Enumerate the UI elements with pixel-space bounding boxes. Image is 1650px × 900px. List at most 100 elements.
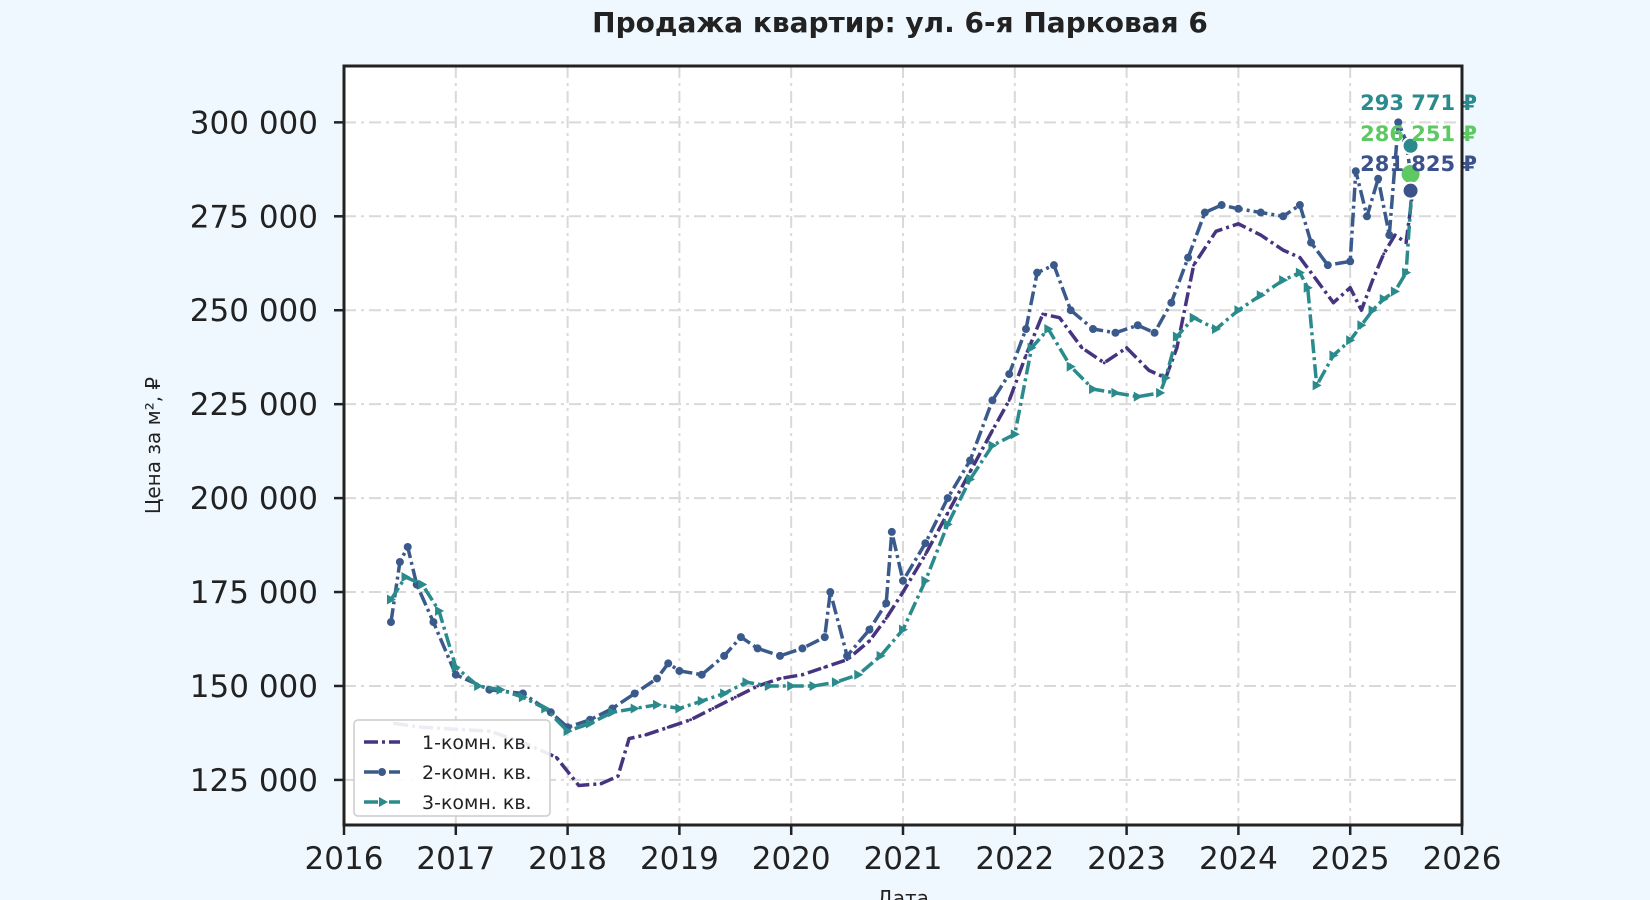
data-point (1402, 267, 1412, 278)
data-point (1041, 312, 1045, 316)
data-point (1066, 361, 1076, 372)
data-point (968, 470, 972, 474)
data-point (1027, 342, 1037, 353)
data-point (1256, 208, 1265, 217)
data-point (1281, 248, 1285, 252)
x-axis-label: Дата (877, 886, 929, 900)
y-tick-label: 175 000 (190, 575, 318, 611)
end-value-label: 286 251 ₽ (1360, 122, 1477, 146)
data-point (1175, 346, 1179, 350)
data-point (720, 688, 730, 699)
data-point (644, 733, 648, 737)
data-point (1007, 398, 1011, 402)
y-tick-label: 225 000 (190, 387, 318, 423)
data-point (966, 456, 975, 465)
data-point (901, 590, 905, 594)
chart-title: Продажа квартир: ул. 6-я Парковая 6 (592, 6, 1208, 39)
data-point (1133, 391, 1143, 402)
series-layer (386, 118, 1418, 788)
data-point (1111, 387, 1121, 398)
data-point (887, 527, 896, 536)
data-point (899, 624, 908, 635)
data-point (831, 677, 841, 688)
legend-label: 3-комн. кв. (422, 792, 532, 814)
data-point (826, 588, 835, 597)
data-point (1089, 325, 1098, 334)
data-point (616, 774, 620, 778)
data-point (923, 552, 927, 556)
data-point (809, 680, 819, 691)
data-point (1212, 324, 1222, 335)
data-point (451, 662, 461, 673)
data-point (1390, 286, 1400, 297)
end-value-label: 293 771 ₽ (1360, 91, 1477, 115)
data-point (787, 680, 797, 691)
data-point (876, 650, 886, 661)
data-point (541, 703, 551, 714)
data-point (884, 616, 888, 620)
end-value-label: 281 825 ₽ (1360, 152, 1477, 176)
data-point (1133, 321, 1142, 330)
data-point (867, 639, 871, 643)
data-point (1279, 212, 1288, 221)
data-point (1200, 208, 1209, 217)
data-point (742, 677, 752, 688)
x-tick-label: 2023 (1087, 841, 1166, 877)
data-point (554, 755, 558, 759)
data-point (1394, 118, 1403, 127)
data-point (697, 696, 707, 707)
data-point (1259, 233, 1263, 237)
x-tick-label: 2018 (528, 841, 607, 877)
x-tick-label: 2025 (1311, 841, 1390, 877)
x-tick-label: 2016 (305, 841, 384, 877)
data-point (1189, 312, 1199, 323)
data-point (518, 692, 528, 703)
data-point (943, 494, 952, 503)
series-3 (386, 169, 1418, 737)
data-point (627, 737, 631, 741)
x-tick-label: 2022 (975, 841, 1054, 877)
data-point (921, 575, 931, 586)
series-line (394, 190, 1415, 788)
data-point (689, 718, 693, 722)
data-point (1357, 320, 1367, 331)
data-point (585, 718, 595, 729)
data-point (1044, 324, 1054, 335)
data-point (1303, 282, 1313, 293)
data-point (1379, 293, 1389, 304)
data-point (843, 651, 852, 660)
data-point (1111, 328, 1120, 337)
data-point (865, 625, 874, 634)
data-point (1236, 222, 1240, 226)
data-point (697, 670, 706, 679)
data-point (1089, 384, 1099, 395)
data-point (1362, 212, 1371, 221)
data-point (1329, 350, 1339, 361)
data-point (451, 670, 460, 679)
data-point (675, 703, 685, 714)
data-point (1323, 261, 1332, 270)
legend-label: 2-комн. кв. (422, 762, 532, 784)
data-point (1385, 231, 1394, 240)
data-point (1371, 278, 1375, 282)
data-point (401, 572, 411, 583)
data-point (395, 557, 404, 566)
data-point (1049, 261, 1058, 270)
data-point (1010, 429, 1020, 440)
data-point (1156, 387, 1166, 398)
data-point (1315, 278, 1319, 282)
data-point (666, 725, 670, 729)
x-tick-label: 2021 (864, 841, 943, 877)
data-point (1125, 346, 1129, 350)
data-point (711, 707, 715, 711)
data-point (1312, 380, 1322, 391)
legend-box (353, 719, 551, 817)
data-point (1348, 286, 1352, 290)
data-point (563, 726, 573, 737)
data-point (1279, 275, 1289, 286)
data-point (778, 676, 782, 680)
data-point (776, 651, 785, 660)
x-tick-label: 2019 (640, 841, 719, 877)
data-point (1234, 305, 1244, 316)
data-point (899, 576, 907, 585)
